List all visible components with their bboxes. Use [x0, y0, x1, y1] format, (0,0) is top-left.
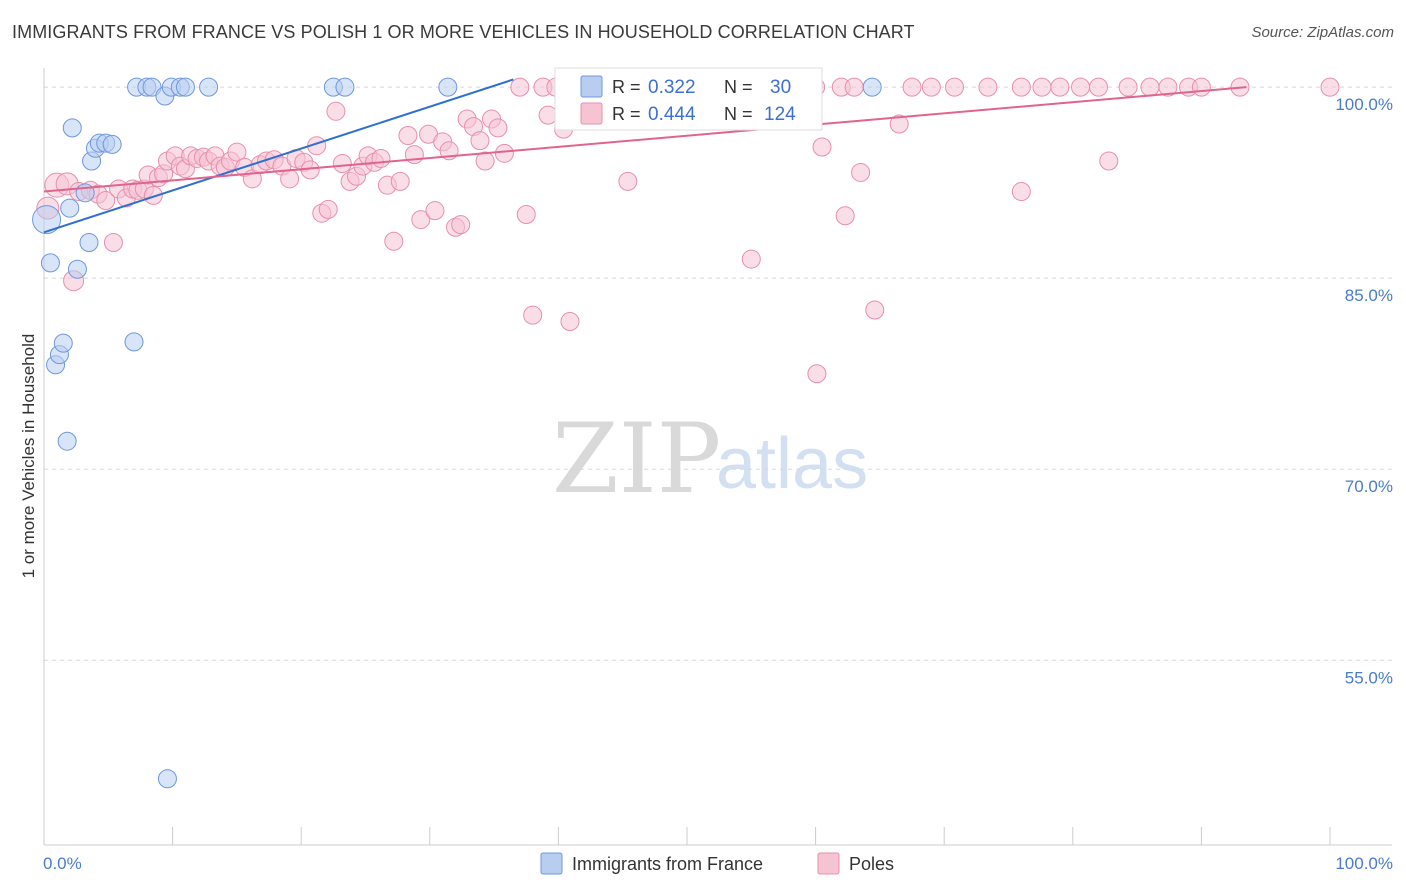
poles-point	[326, 101, 346, 121]
legend-label-poles: Poles	[849, 854, 894, 874]
source-credit: Source: ZipAtlas.com	[1251, 24, 1394, 41]
poles-point	[560, 311, 580, 331]
poles-point	[516, 204, 536, 224]
france-point	[438, 77, 458, 97]
legend-label-france: Immigrants from France	[572, 854, 763, 874]
france-point	[79, 233, 99, 253]
poles-point	[1099, 151, 1119, 171]
bottom-swatch-poles	[817, 852, 840, 875]
france-point	[199, 77, 219, 97]
poles-point	[812, 137, 832, 157]
france-point	[57, 431, 77, 451]
france-point	[32, 205, 62, 235]
y-axis-label: 1 or more Vehicles in Household	[19, 334, 38, 579]
france-point	[335, 77, 355, 97]
poles-point	[384, 231, 404, 251]
france-points	[32, 77, 882, 789]
tick-labels: 100.0% 85.0% 70.0% 55.0% 0.0% 100.0%	[43, 95, 1393, 873]
poles-point	[470, 131, 490, 151]
france-point	[60, 198, 80, 218]
x-tick-label-right: 100.0%	[1335, 854, 1393, 873]
legend-r-label-1: R =	[612, 77, 641, 97]
poles-trend-line	[43, 86, 1247, 193]
poles-point	[227, 142, 247, 162]
poles-point	[1050, 77, 1070, 97]
france-point	[40, 253, 60, 273]
france-point	[67, 259, 87, 279]
poles-point	[280, 169, 300, 189]
poles-point	[1140, 77, 1160, 97]
poles-point	[488, 118, 508, 138]
bottom-swatch-france	[540, 852, 563, 875]
poles-point	[807, 364, 827, 384]
poles-point	[921, 77, 941, 97]
france-point	[157, 769, 177, 789]
poles-point	[332, 154, 352, 174]
poles-point	[618, 171, 638, 191]
chart-title: IMMIGRANTS FROM FRANCE VS POLISH 1 OR MO…	[12, 22, 915, 42]
poles-point	[844, 77, 864, 97]
watermark-zip: ZIP	[552, 403, 721, 515]
poles-point	[523, 305, 543, 325]
y-tick-label: 70.0%	[1345, 477, 1393, 496]
poles-point	[143, 185, 163, 205]
poles-point	[978, 77, 998, 97]
legend-swatch-france	[580, 75, 603, 98]
poles-point	[1320, 77, 1340, 97]
poles-point	[510, 77, 530, 97]
x-tick-label-left: 0.0%	[43, 854, 82, 873]
poles-point	[96, 190, 116, 210]
poles-point	[944, 77, 964, 97]
poles-point	[1191, 77, 1211, 97]
poles-point	[318, 199, 338, 219]
poles-point	[902, 77, 922, 97]
france-point	[102, 134, 122, 154]
poles-point	[1089, 77, 1109, 97]
legend-n-label-1: N =	[724, 77, 753, 97]
poles-point	[851, 162, 871, 182]
poles-point	[1032, 77, 1052, 97]
france-point	[62, 118, 82, 138]
poles-point	[451, 215, 471, 235]
poles-point	[371, 148, 391, 168]
legend-r-label-2: R =	[612, 104, 641, 124]
poles-point	[475, 151, 495, 171]
france-point	[175, 77, 195, 97]
legend-r-value-2: 0.444	[648, 104, 696, 125]
poles-point	[1011, 182, 1031, 202]
axes	[43, 68, 1392, 846]
poles-point	[538, 105, 558, 125]
poles-point	[1011, 77, 1031, 97]
poles-point	[1158, 77, 1178, 97]
watermark-atlas: atlas	[716, 424, 868, 504]
poles-point	[398, 126, 418, 146]
legend-n-value-2: 124	[764, 104, 796, 125]
trend-lines	[43, 78, 1247, 234]
y-tick-label: 85.0%	[1345, 286, 1393, 305]
legend-n-label-2: N =	[724, 104, 753, 124]
france-point	[53, 333, 73, 353]
poles-point	[1071, 77, 1091, 97]
series-legend: Immigrants from France Poles	[540, 852, 894, 875]
legend-n-value-1: 30	[770, 77, 791, 98]
france-trend-line	[43, 78, 514, 234]
poles-point	[494, 143, 514, 163]
poles-point	[835, 206, 855, 226]
legend-swatch-poles	[580, 102, 603, 125]
france-point	[124, 332, 144, 352]
y-tick-label: 55.0%	[1345, 668, 1393, 687]
poles-point	[865, 300, 885, 320]
poles-point	[103, 233, 123, 253]
poles-point	[411, 210, 431, 230]
poles-point	[1118, 77, 1138, 97]
legend-r-value-1: 0.322	[648, 77, 696, 98]
poles-point	[390, 171, 410, 191]
france-point	[862, 77, 882, 97]
poles-point	[741, 249, 761, 269]
poles-point	[425, 201, 445, 221]
stats-legend: R = 0.322 N = 30 R = 0.444 N = 124	[554, 67, 823, 131]
poles-point	[889, 114, 909, 134]
y-tick-label: 100.0%	[1335, 95, 1393, 114]
